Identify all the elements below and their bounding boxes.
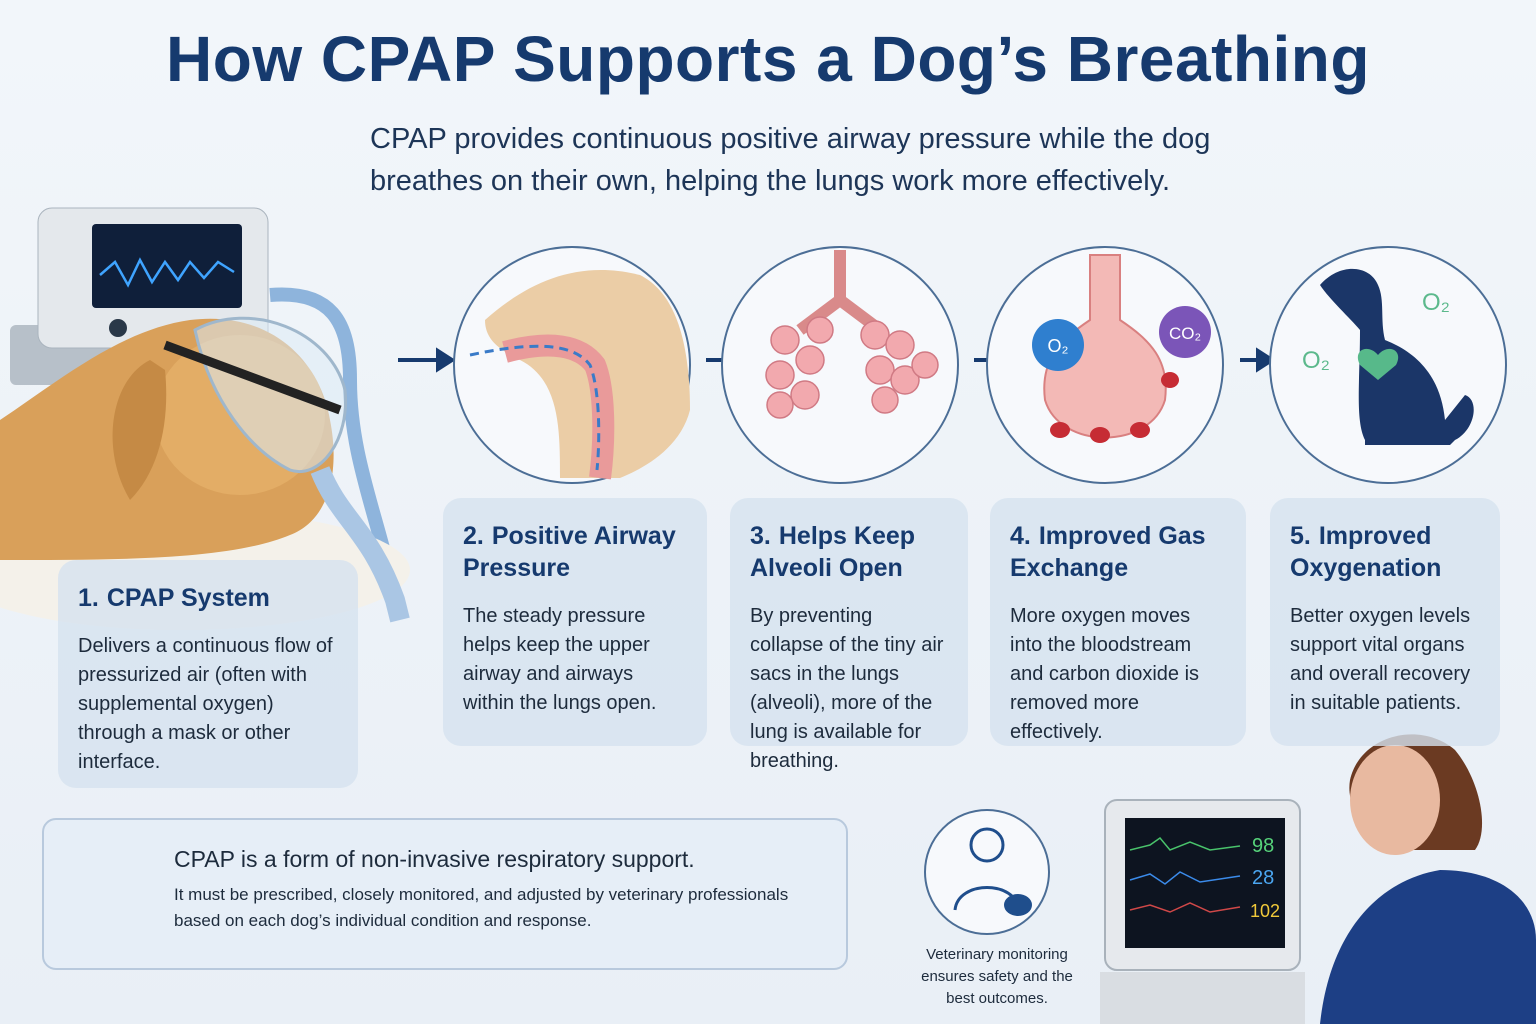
step-title: Positive Airway Pressure xyxy=(463,522,676,582)
step-title: Improved Oxygenation xyxy=(1290,522,1442,582)
reading: 102 xyxy=(1250,901,1280,921)
arrow-head xyxy=(1256,347,1276,373)
polyline-shape xyxy=(1129,902,1241,913)
reading: 28 xyxy=(1252,867,1274,889)
subtitle: CPAP provides continuous positive airway… xyxy=(370,123,1211,197)
machine-knob xyxy=(109,319,127,337)
reading: 98 xyxy=(1252,835,1274,857)
step-title: CPAP System xyxy=(106,584,270,612)
circle-shape xyxy=(790,380,820,410)
path-shape xyxy=(1320,870,1536,1024)
machine-wave xyxy=(99,257,235,288)
circle-shape xyxy=(765,360,795,390)
polyline-shape xyxy=(1129,836,1241,851)
ellipse-shape xyxy=(1350,745,1440,855)
circle-shape xyxy=(871,386,899,414)
step-card: 3. Helps Keep Alveoli Open By preventing c… xyxy=(730,498,968,772)
co2-label: CO₂ xyxy=(1169,324,1201,343)
circle-shape xyxy=(911,351,939,379)
mask-strap xyxy=(163,340,342,415)
heart xyxy=(1357,348,1399,380)
patient-monitor: 98 28 102 xyxy=(1100,799,1305,1024)
ellipse-shape xyxy=(1161,372,1179,388)
step-heading: 1. CPAP System xyxy=(78,582,338,614)
mask-tube xyxy=(310,466,410,623)
step-number: 4. xyxy=(1010,522,1031,550)
dog-ear xyxy=(112,360,167,500)
monitoring-caption: Veterinary monitoring ensures safety and… xyxy=(921,946,1073,1007)
step-number: 5. xyxy=(1290,522,1311,550)
step-body: Delivers a continuous flow of pressurize… xyxy=(78,635,333,773)
circle-shape xyxy=(969,827,1005,863)
note-body: It must be prescribed, closely monitored… xyxy=(174,885,789,930)
step-card: 2. Positive Airway Pressure The steady pre… xyxy=(443,498,707,746)
step-card: 1. CPAP System Delivers a continuous flow … xyxy=(58,560,358,788)
alveoli xyxy=(765,316,939,419)
mask xyxy=(193,316,348,473)
rect-shape xyxy=(1100,972,1305,1024)
step-body: By preventing collapse of the tiny air s… xyxy=(750,605,944,772)
ellipse-shape xyxy=(1130,422,1150,438)
circle-shape xyxy=(795,345,825,375)
step-title: Helps Keep Alveoli Open xyxy=(750,522,916,582)
o2-label: O₂ xyxy=(1422,289,1450,316)
vet-icon xyxy=(924,809,1050,935)
ellipse-shape xyxy=(1050,422,1070,438)
step-title: Improved Gas Exchange xyxy=(1010,522,1206,582)
airway-illustration xyxy=(469,270,690,480)
ellipse-shape xyxy=(1090,427,1110,443)
circle-shape xyxy=(770,325,800,355)
airway xyxy=(502,334,615,480)
step-heading: 5. Improved Oxygenation xyxy=(1290,520,1480,584)
circle-alveoli xyxy=(721,246,959,484)
rect-shape xyxy=(1125,818,1285,948)
note-box: CPAP is a form of non-invasive respirato… xyxy=(42,818,848,970)
polyline-shape xyxy=(1129,871,1241,885)
o2-bubble xyxy=(1032,319,1084,371)
o2-label: O₂ xyxy=(1048,336,1069,356)
step-card: 5. Improved Oxygenation Better oxygen leve… xyxy=(1270,498,1500,746)
gas-exchange-illustration: O₂ CO₂ xyxy=(1032,254,1211,443)
hose xyxy=(269,287,402,602)
step-number: 1. xyxy=(78,584,99,612)
circle-shape xyxy=(860,320,890,350)
ellipse-shape xyxy=(1004,894,1032,916)
step-card: 4. Improved Gas Exchange More oxygen moves… xyxy=(990,498,1246,746)
step-heading: 4. Improved Gas Exchange xyxy=(1010,520,1226,584)
co2-bubble xyxy=(1159,306,1211,358)
step-heading: 3. Helps Keep Alveoli Open xyxy=(750,520,948,584)
step-number: 2. xyxy=(463,522,484,550)
airflow xyxy=(469,344,601,471)
cpap-machine xyxy=(10,207,402,602)
circle-shape xyxy=(806,316,834,344)
step-heading: 2. Positive Airway Pressure xyxy=(463,520,687,584)
note-heading: CPAP is a form of non-invasive respirato… xyxy=(174,846,695,872)
title: How CPAP Supports a Dog’s Breathing xyxy=(166,23,1370,95)
circle-shape xyxy=(865,355,895,385)
step-body: More oxygen moves into the bloodstream a… xyxy=(1010,605,1200,743)
circle-shape xyxy=(890,365,920,395)
step-body: The steady pressure helps keep the upper… xyxy=(463,605,657,714)
o2-label: O₂ xyxy=(1302,347,1330,374)
veterinarian xyxy=(1320,734,1536,1024)
arrow-head xyxy=(436,347,456,373)
circle-shape xyxy=(766,391,794,419)
oxygenation-illustration: O₂ O₂ xyxy=(1302,268,1474,445)
step-body: Better oxygen levels support vital organ… xyxy=(1290,605,1471,714)
step-number: 3. xyxy=(750,522,771,550)
lungs-illustration xyxy=(765,250,939,419)
circle-shape xyxy=(885,330,915,360)
red-cells xyxy=(1050,372,1179,443)
